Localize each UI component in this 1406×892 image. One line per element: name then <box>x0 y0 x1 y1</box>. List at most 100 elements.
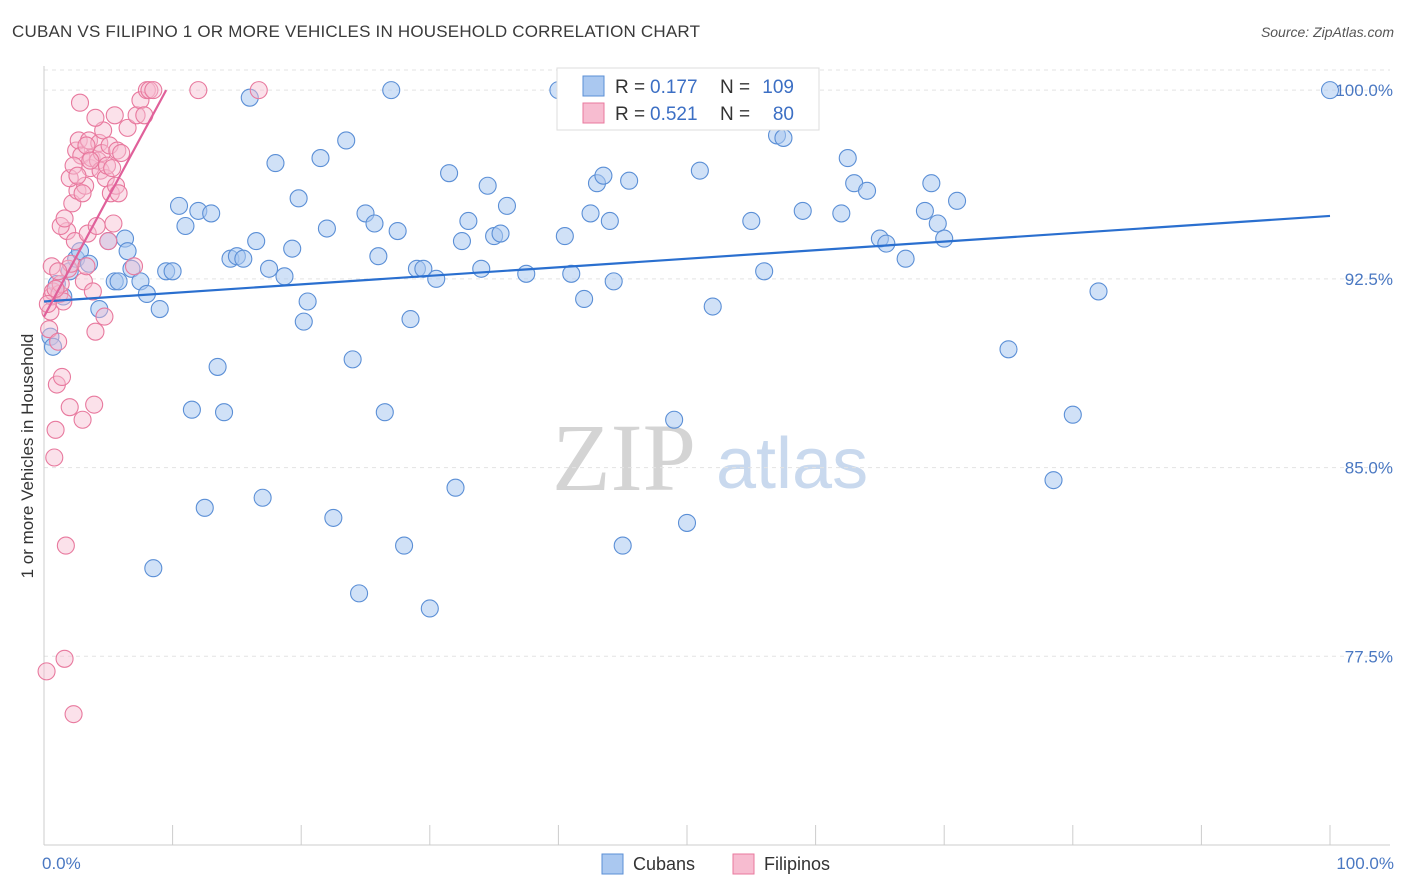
filipinos-point-20 <box>64 705 83 724</box>
cubans-point-41 <box>298 292 317 311</box>
cubans-point-71 <box>555 227 574 246</box>
filipinos-point-58 <box>124 257 144 276</box>
cubans-point-43 <box>317 219 336 238</box>
cubans-point-18 <box>150 299 169 319</box>
cubans-point-90 <box>774 128 793 147</box>
cubans-point-86 <box>742 211 761 231</box>
y-axis-label: 1 or more Vehicles in Household <box>18 334 37 579</box>
grid-lines <box>44 69 1390 657</box>
legend-n-value-1: 109 <box>762 77 794 98</box>
cubans-point-45 <box>337 131 356 150</box>
cubans-point-42 <box>311 149 330 168</box>
filipinos-point-36 <box>85 395 104 414</box>
cubans-point-76 <box>594 166 613 185</box>
filipinos-point-79 <box>86 108 105 127</box>
filipinos-point-26 <box>72 146 91 165</box>
filipinos-point-17 <box>60 398 79 417</box>
correlation-legend: R = 0.177 N = 109 R = 0.521 N = 80 <box>556 67 820 131</box>
filipinos-point-56 <box>112 143 131 163</box>
cubans-point-62 <box>452 232 472 251</box>
trend-lines <box>43 89 1331 318</box>
cubans-point-60 <box>440 164 459 183</box>
filipinos-point-59 <box>127 106 146 125</box>
filipinos-point-74 <box>64 156 83 175</box>
cubans-point-53 <box>388 221 407 241</box>
filipinos-point-44 <box>95 307 114 326</box>
x-tick-min: 0.0% <box>42 854 81 873</box>
cubans-point-59 <box>427 269 446 288</box>
cubans-point-95 <box>857 181 877 200</box>
cubans-point-68 <box>497 196 517 215</box>
cubans-point-105 <box>1044 471 1063 490</box>
filipinos-point-57 <box>118 118 137 137</box>
watermark-atlas: atlas <box>716 424 868 504</box>
filipinos-point-46 <box>97 156 117 175</box>
filipinos-point-65 <box>189 81 208 100</box>
cubans-point-32 <box>240 88 259 107</box>
filipinos-point-63 <box>140 81 159 100</box>
cubans-point-38 <box>283 239 302 258</box>
x-tick-max: 100.0% <box>1336 854 1394 873</box>
cubans-point-11 <box>109 272 128 291</box>
legend-r-label-1: R = <box>615 77 645 98</box>
cubans-point-73 <box>575 289 594 309</box>
cubans-point-31 <box>234 249 253 268</box>
cubans-point-51 <box>375 403 394 422</box>
bottom-swatch-filipinos <box>732 853 755 875</box>
filipinos-point-60 <box>131 91 150 110</box>
cubans-point-83 <box>690 161 709 180</box>
cubans-point-54 <box>395 536 414 555</box>
cubans-point-78 <box>604 272 623 291</box>
cubans-point-63 <box>459 211 478 231</box>
cubans-point-99 <box>915 201 934 220</box>
cubans-point-65 <box>478 176 497 195</box>
cubans-point-82 <box>677 513 697 532</box>
filipinos-point-25 <box>70 93 90 112</box>
filipinos-point-66 <box>249 81 268 100</box>
legend-r-value-1: 0.177 <box>650 77 698 98</box>
cubans-point-79 <box>613 536 632 555</box>
legend-r-value-2: 0.521 <box>650 104 698 125</box>
cubans-trend-line <box>43 214 1331 303</box>
cubans-point-108 <box>1320 81 1340 100</box>
legend-swatch-cubans <box>582 75 605 97</box>
cubans-point-17 <box>144 559 163 578</box>
cubans-point-44 <box>324 508 343 527</box>
filipinos-point-76 <box>73 184 92 203</box>
filipinos-point-75 <box>68 166 87 185</box>
filipinos-point-13 <box>55 649 74 668</box>
bottom-label-cubans: Cubans <box>633 854 695 874</box>
y-tick-label-3: 77.5% <box>1345 647 1393 666</box>
cubans-point-88 <box>755 262 774 281</box>
cubans-point-58 <box>420 599 439 618</box>
cubans-point-61 <box>446 478 465 497</box>
cubans-point-104 <box>999 340 1018 359</box>
cubans-point-50 <box>369 247 388 266</box>
cubans-point-37 <box>275 267 294 286</box>
legend-r-label-2: R = <box>615 104 645 125</box>
cubans-point-22 <box>176 216 195 236</box>
cubans-point-91 <box>793 201 812 220</box>
cubans-point-47 <box>350 584 369 603</box>
cubans-points <box>41 81 1340 618</box>
filipinos-point-70 <box>49 262 68 281</box>
filipinos-point-37 <box>86 322 105 341</box>
cubans-point-20 <box>163 262 182 281</box>
cubans-point-55 <box>401 310 420 329</box>
filipinos-point-30 <box>77 257 96 276</box>
source-label: Source: ZipAtlas.com <box>1260 24 1394 40</box>
cubans-point-67 <box>491 224 510 243</box>
bottom-label-filipinos: Filipinos <box>764 854 830 874</box>
bottom-swatch-cubans <box>601 853 624 875</box>
cubans-point-36 <box>266 154 285 173</box>
cubans-point-103 <box>948 191 967 210</box>
cubans-point-23 <box>182 400 201 419</box>
legend-n-value-2: 80 <box>773 104 794 125</box>
cubans-point-92 <box>832 204 851 223</box>
cubans-point-93 <box>838 149 857 168</box>
filipinos-point-47 <box>99 232 118 251</box>
cubans-point-28 <box>214 403 234 422</box>
cubans-point-14 <box>122 259 141 278</box>
cubans-point-26 <box>202 204 221 223</box>
